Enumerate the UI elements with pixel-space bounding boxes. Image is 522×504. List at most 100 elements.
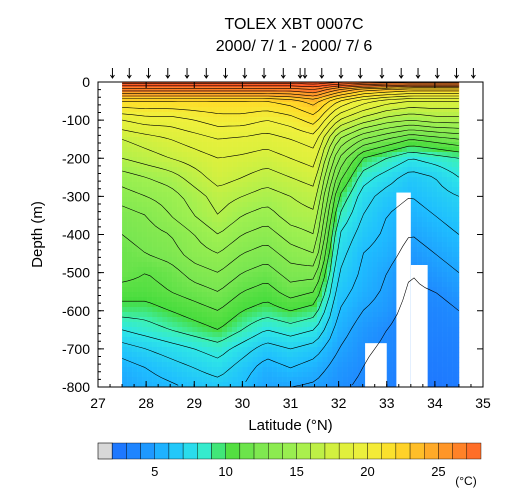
- missing-region-1: [410, 265, 428, 387]
- colorbar-swatch-6: [197, 442, 212, 460]
- colorbar-swatch-15: [324, 442, 340, 460]
- isotherm-4: [352, 277, 460, 386]
- colorbar-swatch-23: [438, 442, 453, 460]
- station-marker-19: [454, 68, 459, 79]
- y-tick-label-6: -600: [62, 303, 90, 319]
- colorbar-swatch-0: [111, 442, 127, 460]
- isotherm-9: [122, 151, 459, 343]
- station-marker-7: [242, 68, 248, 79]
- isotherm-16: [122, 113, 459, 215]
- colorbar-swatch-17: [353, 442, 368, 460]
- colorbar-swatch-3: [154, 442, 170, 460]
- missing-region-2: [365, 343, 387, 387]
- station-marker-11: [302, 68, 308, 79]
- x-tick-label-3: 30: [235, 395, 251, 411]
- chart-title: TOLEX XBT 0007C: [224, 16, 364, 33]
- station-marker-10: [297, 68, 303, 79]
- station-marker-16: [398, 68, 404, 79]
- station-marker-12: [319, 68, 325, 79]
- station-marker-1: [126, 68, 132, 79]
- y-tick-label-5: -500: [62, 265, 90, 281]
- isotherm-23: [122, 88, 459, 106]
- missing-region-0: [396, 192, 411, 387]
- station-marker-20: [470, 68, 476, 79]
- colorbar-swatch-2: [140, 442, 155, 460]
- colorbar-tick-label-0: 5: [151, 464, 158, 479]
- isotherm-20: [122, 95, 459, 135]
- colorbar-swatch-14: [310, 442, 326, 460]
- colorbar-swatch-5: [182, 442, 198, 460]
- station-marker-13: [338, 68, 344, 79]
- colorbar-missing-swatch: [97, 442, 113, 460]
- colorbar-unit: (°C): [455, 474, 476, 488]
- y-tick-label-8: -800: [62, 379, 90, 395]
- colorbar-swatch-12: [282, 442, 297, 460]
- x-tick-label-2: 29: [186, 395, 202, 411]
- colorbar-swatch-9: [239, 442, 255, 460]
- colorbar-swatch-16: [338, 442, 354, 460]
- colorbar-swatch-10: [253, 442, 269, 460]
- isotherm-25: [122, 86, 459, 97]
- isotherm-24: [122, 87, 459, 100]
- colorbar-swatch-8: [225, 442, 241, 460]
- station-marker-17: [415, 68, 421, 79]
- isotherm-18: [122, 101, 459, 168]
- x-tick-label-5: 32: [331, 395, 347, 411]
- colorbar-swatch-13: [296, 442, 311, 460]
- colorbar-tick-label-1: 10: [218, 464, 232, 479]
- station-marker-5: [203, 68, 209, 79]
- colorbar-swatch-18: [367, 442, 382, 460]
- x-tick-label-0: 27: [90, 395, 106, 411]
- colorbar-tick-label-2: 15: [289, 464, 303, 479]
- colorbar-swatch-22: [424, 442, 439, 460]
- station-marker-0: [110, 68, 115, 79]
- station-marker-3: [165, 68, 171, 79]
- colorbar-swatch-25: [466, 442, 482, 460]
- isotherm-5: [268, 236, 460, 388]
- colorbar-tick-label-4: 25: [431, 464, 445, 479]
- y-axis-label: Depth (m): [29, 201, 46, 268]
- colorbar-tick-label-3: 20: [360, 464, 374, 479]
- colorbar: 5 10 15 20 25: [97, 442, 482, 479]
- station-marker-15: [379, 68, 385, 79]
- colorbar-swatch-7: [211, 442, 226, 460]
- colorbar-swatch-4: [168, 442, 184, 460]
- x-tick-label-4: 31: [283, 395, 299, 411]
- isotherm-22: [122, 90, 459, 116]
- plot-frame: [97, 81, 484, 388]
- isotherm-29: [122, 81, 347, 85]
- isotherm-11: [122, 139, 459, 311]
- isotherm-12: [121, 134, 459, 292]
- station-marker-9: [280, 68, 286, 79]
- station-marker-14: [357, 68, 363, 79]
- y-tick-label-0: 0: [82, 74, 90, 90]
- colorbar-swatch-1: [126, 442, 141, 460]
- x-axis-label: Latitude (°N): [248, 417, 332, 434]
- isotherm-17: [121, 107, 459, 187]
- colorbar-swatch-21: [409, 442, 425, 460]
- y-tick-label-2: -200: [62, 150, 90, 166]
- y-axis: 0 -100 -200 -300 -400 -500 -600 -700 -800: [62, 74, 483, 395]
- x-tick-label-7: 34: [427, 395, 443, 411]
- isotherm-19: [122, 98, 459, 149]
- x-tick-label-8: 35: [475, 395, 491, 411]
- station-marker-8: [261, 68, 267, 79]
- isotherm-7: [122, 171, 460, 378]
- isotherm-8: [122, 158, 460, 359]
- station-marker-2: [146, 68, 151, 79]
- isotherm-27: [122, 83, 459, 90]
- station-marker-18: [434, 68, 440, 79]
- chart-subtitle: 2000/ 7/ 1 - 2000/ 7/ 6: [215, 38, 373, 55]
- isotherm-15: [122, 120, 459, 235]
- y-tick-label-7: -700: [62, 341, 90, 357]
- y-tick-label-4: -400: [62, 227, 90, 243]
- y-tick-label-3: -300: [62, 188, 90, 204]
- isotherm-21: [122, 93, 459, 125]
- isotherm-13: [121, 129, 459, 273]
- y-tick-label-1: -100: [62, 112, 90, 128]
- colorbar-swatch-19: [381, 442, 397, 460]
- isotherm-6: [121, 197, 460, 386]
- isotherms: [121, 81, 460, 388]
- isotherm-10: [122, 145, 459, 330]
